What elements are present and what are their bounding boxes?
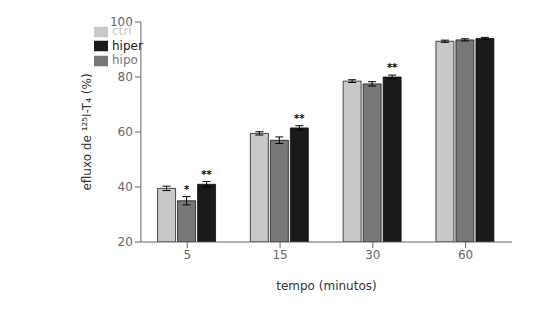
svg-text:20: 20: [118, 235, 133, 249]
svg-text:*: *: [184, 184, 190, 195]
svg-text:15: 15: [272, 248, 287, 262]
svg-text:5: 5: [183, 248, 191, 262]
svg-text:**: **: [387, 62, 398, 73]
svg-text:60: 60: [118, 125, 133, 139]
svg-text:60: 60: [458, 248, 473, 262]
svg-text:80: 80: [118, 70, 133, 84]
svg-text:**: **: [294, 113, 305, 124]
svg-text:30: 30: [365, 248, 380, 262]
svg-text:tempo (minutos): tempo (minutos): [276, 279, 376, 293]
svg-text:efluxo de ¹²⁵I-T₄ (%): efluxo de ¹²⁵I-T₄ (%): [80, 73, 94, 190]
svg-text:**: **: [201, 169, 212, 180]
svg-text:100: 100: [110, 15, 133, 29]
svg-text:40: 40: [118, 180, 133, 194]
